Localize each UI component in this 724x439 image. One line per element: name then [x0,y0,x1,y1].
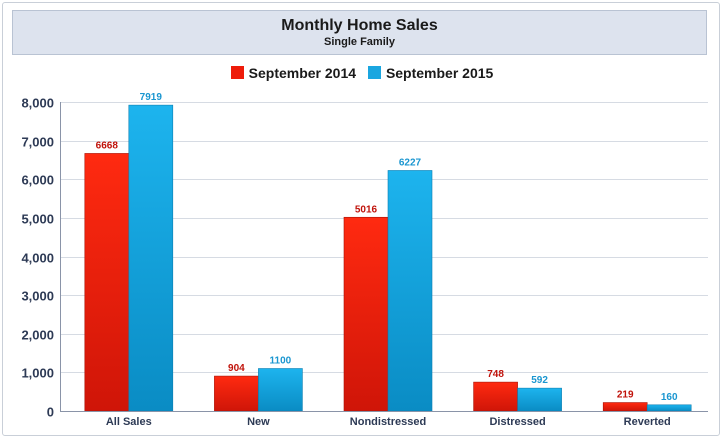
data-label: 748 [487,369,504,380]
legend-label-2015: September 2015 [385,65,494,82]
y-tick-label: 7,000 [21,135,54,150]
chart-title: Monthly Home Sales [281,17,438,34]
bar-all-sales-2014 [84,153,130,412]
chart-title-box: Monthly Home Sales Single Family [12,10,707,55]
bar-new-2014 [214,375,259,412]
bar-reverted-2015 [646,404,692,412]
y-tick-label: 6,000 [21,173,54,188]
data-label: 6668 [96,140,119,151]
data-label: 6227 [399,157,422,168]
y-tick-label: 5,000 [21,212,54,227]
data-label: 904 [228,363,245,374]
data-label: 160 [661,392,678,403]
y-tick-label: 4,000 [21,251,54,266]
y-tick-label: 8,000 [21,96,54,111]
data-label: 1100 [270,356,292,367]
chart-legend: September 2014 September 2015 [0,64,724,81]
x-tick-label: New [247,416,270,428]
data-label: 592 [531,375,548,386]
x-tick-label: Distressed [489,416,545,428]
y-tick-label: 2,000 [21,328,54,343]
legend-swatch-2014 [230,66,244,80]
legend-item-2015[interactable]: September 2015 [367,65,494,82]
bar-distressed-2015 [517,387,562,412]
y-tick-label: 1,000 [21,366,54,381]
bar-all-sales-2015 [128,104,174,412]
y-tick-label: 0 [47,405,54,420]
bar-nondistressed-2014 [343,216,389,412]
bar-new-2015 [258,368,303,412]
bar-distressed-2014 [473,381,518,412]
y-tick-label: 3,000 [21,289,54,304]
data-label: 7919 [140,92,163,103]
chart-subtitle: Single Family [324,36,395,48]
data-label: 5016 [355,204,378,215]
legend-item-2014[interactable]: September 2014 [230,65,357,82]
bar-nondistressed-2015 [387,170,433,412]
x-tick-label: All Sales [106,416,152,428]
legend-label-2014: September 2014 [248,65,357,82]
x-tick-label: Nondistressed [350,416,426,428]
x-tick-label: Reverted [624,416,671,428]
legend-swatch-2015 [367,66,381,80]
data-label: 219 [617,390,634,401]
bar-reverted-2014 [602,402,648,412]
